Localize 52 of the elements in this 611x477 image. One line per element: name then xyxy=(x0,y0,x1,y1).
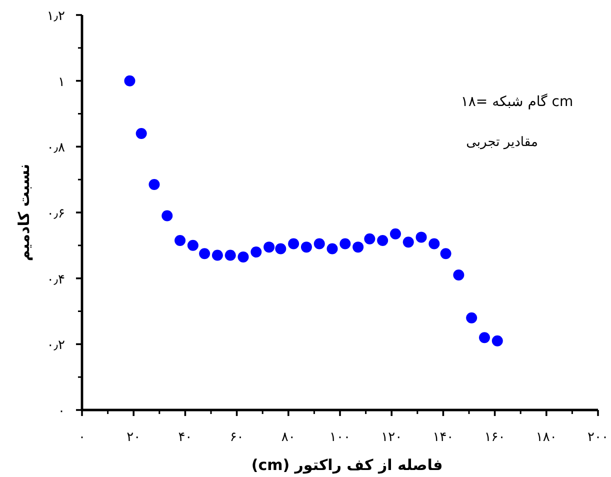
point xyxy=(326,243,338,254)
point xyxy=(402,236,414,248)
point xyxy=(466,312,478,324)
point xyxy=(492,335,503,346)
y-tick-label: ۰٫۴ xyxy=(46,272,66,288)
x-tick-label: ۱۲۰ xyxy=(381,430,402,445)
x-tick-label: ۱۸۰ xyxy=(536,430,557,445)
y-tick-label: ۱٫۲ xyxy=(46,9,66,24)
y-tick-label: ۰٫۲ xyxy=(46,338,66,354)
x-tick-label: ۱۰۰ xyxy=(330,430,350,445)
point xyxy=(250,246,262,258)
x-axis-title: فاصله از کف راکتور (cm) xyxy=(251,456,443,474)
x-tick-label: ۶۰ xyxy=(230,430,244,445)
x-tick-label: ۴۰ xyxy=(178,430,192,445)
point xyxy=(148,179,160,190)
point xyxy=(174,234,186,246)
point xyxy=(187,240,198,251)
point xyxy=(162,210,173,222)
point xyxy=(300,242,312,253)
x-tick-label: ۱۶۰ xyxy=(484,430,506,445)
point xyxy=(478,332,490,344)
point xyxy=(199,248,210,260)
point xyxy=(212,250,223,261)
x-tick-label: ۲۰۰ xyxy=(588,430,608,445)
point xyxy=(377,234,388,246)
x-tick-label: ۰ xyxy=(78,430,86,445)
point xyxy=(224,250,236,261)
point xyxy=(124,75,136,86)
point xyxy=(314,238,325,250)
point xyxy=(453,270,464,281)
x-tick-label: ۸۰ xyxy=(281,430,296,445)
x-tick-label: ۱۴۰ xyxy=(432,430,454,445)
point xyxy=(238,251,249,262)
annotation: گام شبکه =۱۸ cm xyxy=(460,93,574,110)
point xyxy=(428,238,440,250)
point xyxy=(288,238,300,250)
point xyxy=(340,238,351,250)
point xyxy=(440,248,452,260)
point xyxy=(136,128,147,139)
y-tick-label: ۱ xyxy=(58,74,65,90)
point xyxy=(416,232,427,243)
y-tick-label: ۰ xyxy=(58,404,65,419)
y-tick-label: ۰٫۸ xyxy=(46,140,66,156)
x-tick-label: ۲۰ xyxy=(126,430,141,445)
point xyxy=(390,228,401,240)
y-axis-title: نسبت کادمیم xyxy=(15,164,33,262)
point xyxy=(264,242,275,253)
point xyxy=(275,243,286,254)
point xyxy=(364,233,376,244)
y-tick-label: ۰٫۶ xyxy=(46,206,65,222)
annotation: مقادیر تجربی xyxy=(466,135,538,150)
point xyxy=(352,242,364,253)
